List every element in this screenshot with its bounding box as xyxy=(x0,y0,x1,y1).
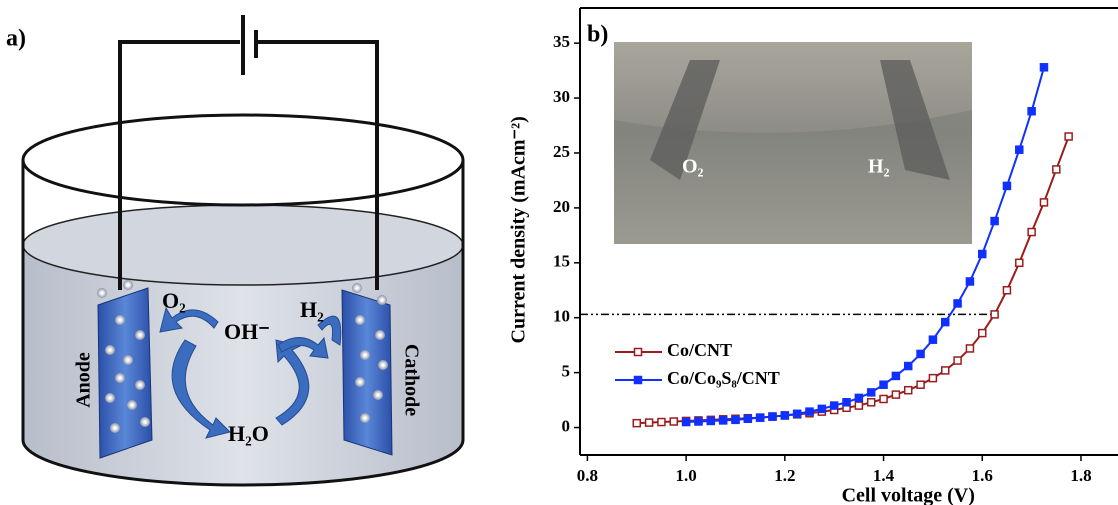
figure: a) Anode Cathode O₂ OH⁻ H₂ H₂O 05101 xyxy=(0,0,1118,505)
cathode-label: Cathode xyxy=(400,344,422,416)
marker xyxy=(794,410,801,417)
y-tick-label: 20 xyxy=(553,197,570,216)
marker xyxy=(1003,287,1010,294)
y-axis-label: Current density (mAcm⁻²) xyxy=(508,116,530,343)
liquid-surface xyxy=(23,205,463,285)
legend-label: Co/CNT xyxy=(667,340,732,360)
marker xyxy=(991,218,998,225)
marker xyxy=(658,419,665,426)
marker xyxy=(670,418,677,425)
legend-marker xyxy=(635,349,642,356)
y-tick-label: 25 xyxy=(553,142,570,161)
marker xyxy=(942,367,949,374)
marker xyxy=(917,381,924,388)
marker xyxy=(707,417,714,424)
x-tick-label: 1.6 xyxy=(972,466,993,485)
diagram: a) Anode Cathode O₂ OH⁻ H₂ H₂O xyxy=(6,15,463,485)
marker xyxy=(831,402,838,409)
marker xyxy=(855,402,862,409)
marker xyxy=(843,399,850,406)
marker xyxy=(1028,229,1035,236)
y-tick-label: 15 xyxy=(553,252,570,271)
marker xyxy=(966,278,973,285)
y-tick-label: 0 xyxy=(562,416,571,435)
marker xyxy=(1016,259,1023,266)
marker xyxy=(929,336,936,343)
x-tick-label: 1.0 xyxy=(675,466,696,485)
legend-label: Co/Co₉S₈/CNT xyxy=(667,368,780,388)
x-tick-label: 1.2 xyxy=(774,466,795,485)
marker xyxy=(892,372,899,379)
marker xyxy=(979,330,986,337)
marker xyxy=(1028,108,1035,115)
species-label: H₂O xyxy=(228,421,269,446)
marker xyxy=(868,389,875,396)
x-tick-label: 0.8 xyxy=(577,466,598,485)
marker xyxy=(757,414,764,421)
marker xyxy=(880,381,887,388)
marker xyxy=(991,311,998,318)
legend-marker xyxy=(635,377,642,384)
anode xyxy=(98,288,152,458)
marker xyxy=(954,357,961,364)
y-tick-label: 35 xyxy=(553,32,570,51)
y-tick-label: 5 xyxy=(562,362,571,381)
marker xyxy=(695,418,702,425)
inset-label: O₂ xyxy=(682,156,704,178)
marker xyxy=(781,412,788,419)
marker xyxy=(1053,166,1060,173)
y-tick-label: 30 xyxy=(553,87,570,106)
x-tick-label: 1.8 xyxy=(1070,466,1091,485)
marker xyxy=(942,319,949,326)
marker xyxy=(979,251,986,258)
x-axis-label: Cell voltage (V) xyxy=(842,485,975,505)
beaker-rim xyxy=(23,115,463,205)
marker xyxy=(892,391,899,398)
marker xyxy=(1040,64,1047,71)
marker xyxy=(868,399,875,406)
marker xyxy=(744,415,751,422)
marker xyxy=(818,405,825,412)
y-tick-label: 10 xyxy=(553,307,570,326)
marker xyxy=(855,394,862,401)
marker xyxy=(806,408,813,415)
species-label: H₂ xyxy=(300,297,324,322)
marker xyxy=(769,413,776,420)
marker xyxy=(905,387,912,394)
marker xyxy=(917,350,924,357)
marker xyxy=(646,419,653,426)
marker xyxy=(880,395,887,402)
marker xyxy=(633,420,640,427)
marker xyxy=(905,363,912,370)
marker xyxy=(683,419,690,426)
cathode xyxy=(342,290,392,455)
marker xyxy=(1003,182,1010,189)
inset-label: H₂ xyxy=(868,156,890,178)
marker xyxy=(720,417,727,424)
marker xyxy=(966,345,973,352)
marker xyxy=(1040,199,1047,206)
species-label: O₂ xyxy=(162,288,186,313)
marker xyxy=(954,300,961,307)
species-label: OH⁻ xyxy=(224,319,270,344)
panel-label: a) xyxy=(6,26,26,52)
marker xyxy=(732,416,739,423)
x-tick-label: 1.4 xyxy=(873,466,895,485)
anode-label: Anode xyxy=(73,352,95,408)
marker xyxy=(1016,146,1023,153)
panel-label: b) xyxy=(587,22,608,48)
marker xyxy=(929,375,936,382)
chart: 0 5 10 15 20 25 30 35 0.8 1.0 1.2 1.4 1.6 1.8 Cell vol… xyxy=(508,8,1118,505)
marker xyxy=(1065,133,1072,140)
